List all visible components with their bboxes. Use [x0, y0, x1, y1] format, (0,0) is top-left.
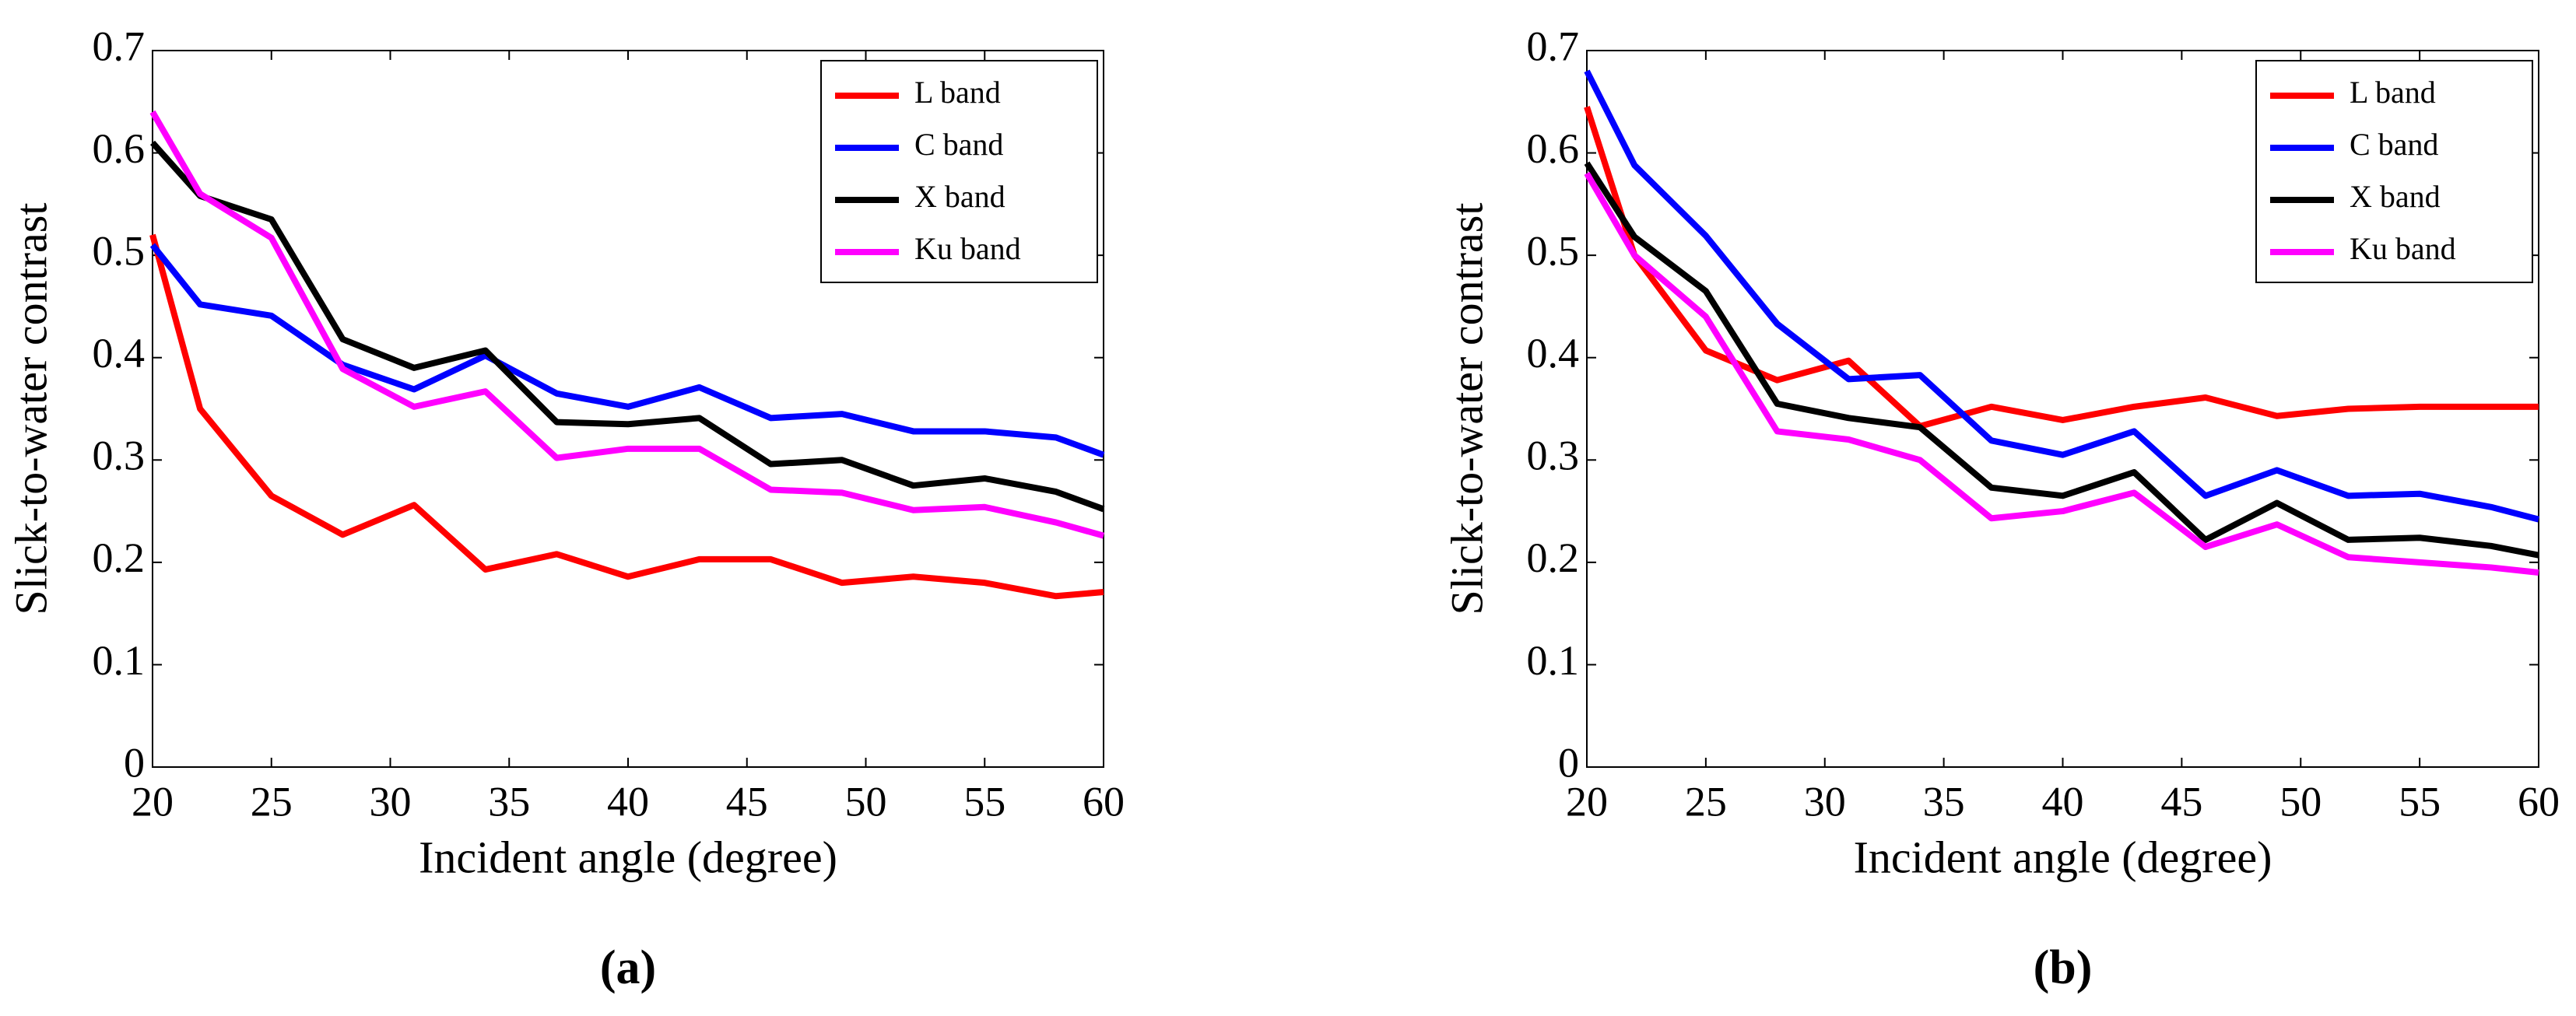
data-line — [149, 110, 1105, 539]
legend-label: X band — [2350, 179, 2441, 214]
legend-label: L band — [914, 75, 1001, 110]
x-tick-label: 25 — [251, 778, 293, 825]
data-line — [1584, 161, 2539, 559]
x-tick-label: 60 — [1083, 778, 1125, 825]
data-line — [1584, 69, 2539, 523]
x-tick-label: 55 — [2399, 778, 2441, 825]
x-axis-label: Incident angle (degree) — [1854, 832, 2272, 882]
y-tick-label: 0.6 — [1527, 125, 1580, 172]
x-tick-label: 50 — [2279, 778, 2322, 825]
data-line — [1584, 171, 2539, 576]
y-tick-label: 0.3 — [93, 433, 146, 479]
caption: (a) — [600, 941, 656, 994]
x-tick-label: 60 — [2518, 778, 2560, 825]
legend-label: Ku band — [914, 231, 1021, 266]
x-tick-label: 35 — [1923, 778, 1965, 825]
legend-label: L band — [2350, 75, 2436, 110]
y-axis-label: Slick-to-water contrast — [5, 203, 56, 615]
y-tick-label: 0.7 — [93, 23, 146, 69]
y-tick-label: 0 — [1558, 739, 1579, 786]
x-tick-label: 50 — [845, 778, 887, 825]
y-tick-label: 0.4 — [93, 330, 146, 377]
x-tick-label: 40 — [2042, 778, 2084, 825]
caption: (b) — [2034, 941, 2093, 994]
y-axis-label: Slick-to-water contrast — [1441, 203, 1492, 615]
x-tick-label: 30 — [370, 778, 412, 825]
x-tick-label: 20 — [1566, 778, 1608, 825]
x-tick-label: 40 — [607, 778, 649, 825]
x-axis-label: Incident angle (degree) — [419, 832, 837, 882]
y-tick-label: 0.1 — [93, 637, 146, 684]
x-tick-label: 55 — [963, 778, 1005, 825]
x-tick-label: 35 — [488, 778, 530, 825]
y-tick-label: 0.4 — [1527, 330, 1580, 377]
y-tick-label: 0.2 — [93, 534, 146, 581]
y-tick-label: 0.7 — [1527, 23, 1580, 69]
legend-label: Ku band — [2350, 231, 2456, 266]
data-line — [149, 243, 1105, 458]
x-tick-label: 30 — [1804, 778, 1846, 825]
data-line — [150, 140, 1105, 513]
y-tick-label: 0.2 — [1527, 534, 1580, 581]
x-tick-label: 25 — [1685, 778, 1727, 825]
x-tick-label: 45 — [726, 778, 768, 825]
y-tick-label: 0.1 — [1527, 637, 1580, 684]
legend-label: C band — [914, 127, 1003, 162]
legend-label: X band — [914, 179, 1005, 214]
y-tick-label: 0 — [124, 739, 145, 786]
y-tick-label: 0.5 — [1527, 228, 1580, 275]
y-tick-label: 0.3 — [1527, 433, 1580, 479]
data-line — [149, 233, 1104, 600]
y-tick-label: 0.5 — [93, 228, 146, 275]
x-tick-label: 20 — [132, 778, 174, 825]
y-tick-label: 0.6 — [93, 125, 146, 172]
x-tick-label: 45 — [2160, 778, 2202, 825]
legend-label: C band — [2350, 127, 2438, 162]
